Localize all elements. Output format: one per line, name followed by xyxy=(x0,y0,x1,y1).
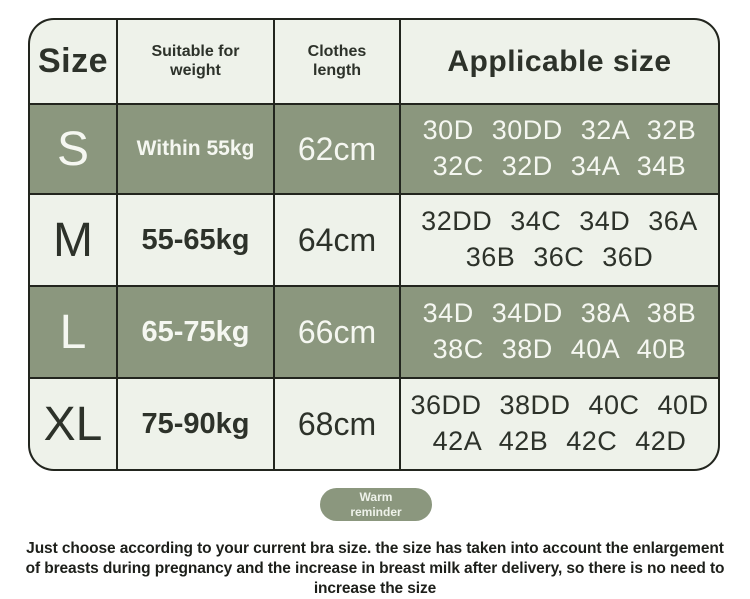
row-l-weight: 65-75kg xyxy=(118,287,273,377)
row-l-length: 66cm xyxy=(275,287,399,377)
warm-reminder-label: Warm reminder xyxy=(350,490,402,519)
row-s-length: 62cm xyxy=(275,105,399,193)
row-m-size: M xyxy=(30,195,116,285)
row-l-sizes-line1: 34D 34DD 38A 38B xyxy=(422,298,697,329)
header-suitable-weight: Suitable for weight xyxy=(118,20,273,103)
header-clothes-length: Clothes length xyxy=(275,20,399,103)
row-xl-size: XL xyxy=(30,379,116,469)
row-xl-sizes-line1: 36DD 38DD 40C 40D xyxy=(410,390,709,421)
row-m-applicable-sizes: 32DD 34C 34D 36A 36B 36C 36D xyxy=(401,195,718,285)
row-xl-applicable-sizes: 36DD 38DD 40C 40D 42A 42B 42C 42D xyxy=(401,379,718,469)
row-m-sizes-line2: 36B 36C 36D xyxy=(465,242,654,272)
row-m-length: 64cm xyxy=(275,195,399,285)
row-l-applicable-sizes: 34D 34DD 38A 38B 38C 38D 40A 40B xyxy=(401,287,718,377)
row-l-size: L xyxy=(30,287,116,377)
row-s-size: S xyxy=(30,105,116,193)
header-applicable-size: Applicable size xyxy=(401,20,718,103)
size-chart-table: Size Suitable for weight Clothes length … xyxy=(28,18,720,471)
row-s-weight: Within 55kg xyxy=(118,105,273,193)
row-xl-weight: 75-90kg xyxy=(118,379,273,469)
row-s-sizes-line2: 32C 32D 34A 34B xyxy=(432,151,687,181)
row-m-sizes-line1: 32DD 34C 34D 36A xyxy=(421,206,698,237)
row-xl-length: 68cm xyxy=(275,379,399,469)
row-l-sizes-line2: 38C 38D 40A 40B xyxy=(432,334,687,364)
row-m-weight: 55-65kg xyxy=(118,195,273,285)
row-s-applicable-sizes: 30D 30DD 32A 32B 32C 32D 34A 34B xyxy=(401,105,718,193)
row-xl-sizes-line2: 42A 42B 42C 42D xyxy=(432,426,687,456)
row-s-sizes-line1: 30D 30DD 32A 32B xyxy=(422,115,697,146)
warm-reminder-badge: Warm reminder xyxy=(320,488,432,521)
header-size: Size xyxy=(30,20,116,103)
size-advice-note: Just choose according to your current br… xyxy=(25,540,725,597)
